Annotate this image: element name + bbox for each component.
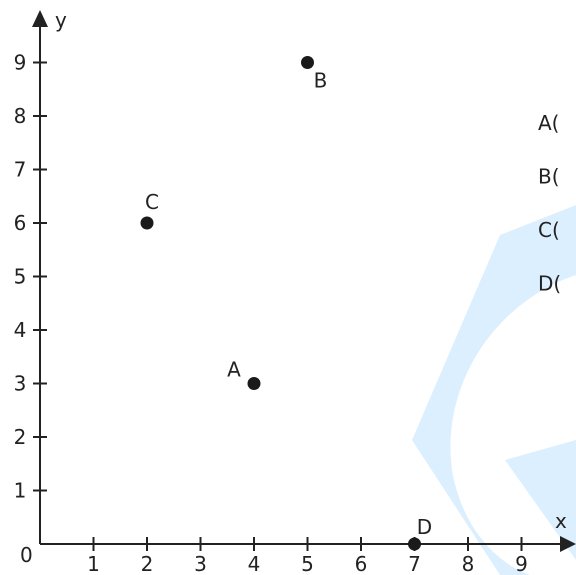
x-axis-label: x <box>555 509 567 533</box>
x-tick-label: 4 <box>248 552 261 575</box>
y-tick-label: 1 <box>14 479 27 503</box>
point-label-b: B <box>314 69 328 93</box>
answer-prompt-1: B( <box>538 165 560 189</box>
point-a <box>247 377 261 390</box>
point-label-c: C <box>145 190 159 214</box>
y-tick-label: 2 <box>14 425 27 449</box>
point-d <box>408 537 421 551</box>
y-tick-label: 3 <box>14 372 27 396</box>
y-axis-label: y <box>55 8 67 32</box>
point-b <box>301 56 314 69</box>
data-points: A B C D <box>140 56 432 551</box>
y-tick-label: 5 <box>14 265 27 289</box>
x-axis-arrow-icon <box>560 536 576 552</box>
y-axis-arrow-icon <box>32 10 48 27</box>
answer-prompt-3: D( <box>538 272 561 296</box>
y-tick-label: 9 <box>14 51 27 75</box>
point-c <box>140 216 154 230</box>
ticks: 1 2 3 4 5 6 7 8 9 1 2 3 4 5 6 7 8 9 <box>14 51 528 575</box>
y-tick-label: 8 <box>14 104 27 128</box>
x-tick-label: 8 <box>462 552 475 575</box>
x-tick-label: 1 <box>87 552 100 575</box>
answer-prompt-0: A( <box>538 111 559 135</box>
watermark-logo <box>412 205 576 575</box>
axes <box>32 10 576 552</box>
y-tick-label: 4 <box>14 318 27 342</box>
origin-label: 0 <box>20 543 33 567</box>
answer-prompt-2: C( <box>538 218 560 242</box>
x-tick-label: 6 <box>355 552 368 575</box>
x-tick-label: 9 <box>515 552 528 575</box>
x-tick-label: 5 <box>301 552 314 575</box>
y-tick-label: 6 <box>14 211 27 235</box>
x-tick-label: 2 <box>141 552 154 575</box>
answer-prompts: A( B( C( D( <box>538 111 561 296</box>
x-tick-label: 3 <box>194 552 207 575</box>
point-label-a: A <box>227 358 241 382</box>
point-label-d: D <box>417 515 432 539</box>
x-tick-label: 7 <box>408 552 421 575</box>
y-tick-label: 7 <box>14 158 27 182</box>
